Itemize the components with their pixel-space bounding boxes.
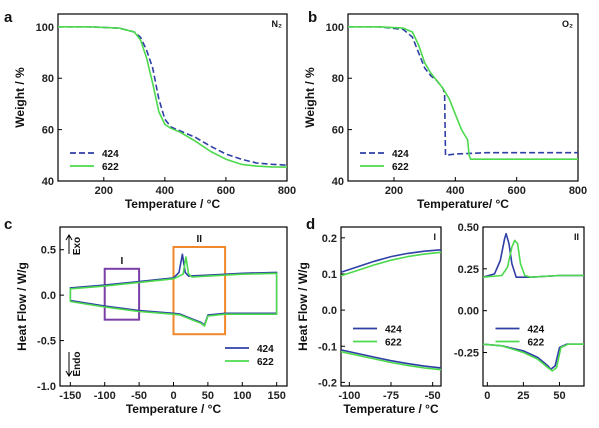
plot-frame-b xyxy=(347,13,579,182)
x-tick-label: -100 xyxy=(94,390,116,402)
x-tick-label: 800 xyxy=(569,185,587,197)
highlight-box-label: II xyxy=(197,234,203,245)
x-tick-label: 100 xyxy=(233,390,251,402)
y-tick-label: -0.2 xyxy=(318,377,337,389)
y-tick-label: 60 xyxy=(332,125,344,137)
y-tick-label: -0.1 xyxy=(318,341,337,353)
legend-label-622: 622 xyxy=(257,357,274,368)
y-tick-label: 60 xyxy=(42,125,54,137)
x-tick-label: 50 xyxy=(553,390,565,402)
y-tick-label: 0.0 xyxy=(41,290,56,302)
x-tick-label: 150 xyxy=(268,390,286,402)
exo-arrow-head xyxy=(65,234,73,241)
panel-annotation: II xyxy=(574,232,579,242)
series-line-622-lower xyxy=(340,350,442,371)
x-axis-label: Temperature / °C xyxy=(126,402,222,416)
y-tick-label: -0.25 xyxy=(454,348,479,360)
panel-label-a: a xyxy=(4,9,13,26)
y-axis-label: Weight / % xyxy=(13,67,27,128)
y-tick-label: 80 xyxy=(332,73,344,85)
x-tick-label: -50 xyxy=(131,390,147,402)
y-tick-label: 0.50 xyxy=(458,222,479,234)
series-line-622 xyxy=(58,25,288,168)
y-axis-label: Heat Flow / W/g xyxy=(296,262,310,351)
y-tick-label: 100 xyxy=(36,22,54,34)
endo-arrow-head xyxy=(65,370,73,377)
y-tick-label: 0.1 xyxy=(322,269,337,281)
x-tick-label: 400 xyxy=(156,185,174,197)
legend-label-622: 622 xyxy=(385,338,402,349)
panel-c-dsc: -150 -100 -50 0 50 100 150 -1.0 -0.5 0.0 0.5 Temper… xyxy=(15,226,288,416)
legend-label-424: 424 xyxy=(102,149,119,160)
x-axis-label: Temperature / °C xyxy=(343,402,439,416)
panel-b-tga-o2: 200 400 600 800 40 60 80 100 Temperature/ °C Weig… xyxy=(303,13,587,211)
series-line-424-lower xyxy=(340,349,442,369)
x-axis-label: Temperature / °C xyxy=(125,197,221,211)
series-line-424 xyxy=(348,25,578,157)
series-line-622 xyxy=(340,251,442,277)
plot-frame-a xyxy=(57,13,288,182)
x-axis-label: Temperature/ °C xyxy=(417,197,509,211)
series-line-622 xyxy=(69,256,278,327)
y-tick-label: 40 xyxy=(332,176,344,188)
y-tick-label: 40 xyxy=(42,176,54,188)
legend-label-622: 622 xyxy=(528,338,545,349)
x-tick-label: 50 xyxy=(202,390,214,402)
y-tick-label: 0.0 xyxy=(322,305,337,317)
x-tick-label: 800 xyxy=(278,185,296,197)
x-tick-label: -50 xyxy=(425,390,441,402)
legend-label-424: 424 xyxy=(257,344,274,355)
y-axis-label: Heat Flow / W/g xyxy=(15,262,29,351)
y-axis-label: Weight / % xyxy=(303,67,317,128)
panel-a-tga-n2: 200 400 600 800 40 60 80 100 Temperature / °C Wei… xyxy=(13,13,296,211)
highlight-box-I xyxy=(103,267,141,321)
y-tick-label: 0.00 xyxy=(458,306,479,318)
x-tick-label: 600 xyxy=(507,185,525,197)
legend-label-622: 622 xyxy=(392,162,409,173)
legend-label-424: 424 xyxy=(385,325,402,336)
panel-annotation: I xyxy=(433,232,436,242)
x-tick-label: 25 xyxy=(517,390,529,402)
panel-label-b: b xyxy=(308,9,317,26)
plot-frame-d-II xyxy=(482,226,585,387)
y-tick-label: -1.0 xyxy=(37,381,56,393)
x-tick-label: 0 xyxy=(484,390,490,402)
x-tick-label: -150 xyxy=(59,390,81,402)
series-line-424 xyxy=(58,25,288,166)
x-tick-label: -100 xyxy=(338,390,360,402)
x-tick-label: 200 xyxy=(385,185,403,197)
panel-d-zoom-II: 0 25 50 -0.25 0.00 0.25 0.50 II 424 622 xyxy=(454,222,585,402)
y-tick-label: 80 xyxy=(42,73,54,85)
series-line-424 xyxy=(340,249,442,273)
series-line-622 xyxy=(348,25,578,160)
legend-label-622: 622 xyxy=(102,162,119,173)
panel-d-zoom-I: -100 -75 -50 -0.2 -0.1 0.0 0.1 0.2 Temperature /… xyxy=(296,226,442,416)
endo-label: Endo xyxy=(72,352,83,377)
legend-label-424: 424 xyxy=(392,149,409,160)
panel-label-d: d xyxy=(306,216,315,233)
highlight-box-label: I xyxy=(121,256,124,267)
panel-annotation: O₂ xyxy=(562,19,573,29)
x-tick-label: 200 xyxy=(95,185,113,197)
y-tick-label: -0.5 xyxy=(37,336,56,348)
legend-label-424: 424 xyxy=(528,325,545,336)
series-line-622 xyxy=(482,239,584,279)
y-tick-label: 0.5 xyxy=(41,245,56,257)
y-tick-label: 100 xyxy=(326,22,344,34)
series-line-424 xyxy=(482,232,584,279)
x-tick-label: 400 xyxy=(446,185,464,197)
x-tick-label: 600 xyxy=(217,185,235,197)
y-tick-label: 0.2 xyxy=(322,233,337,245)
series-line-622-lower xyxy=(482,343,584,372)
x-tick-label: -75 xyxy=(383,390,399,402)
x-tick-label: 0 xyxy=(170,390,176,402)
highlight-box-II xyxy=(172,245,227,336)
exo-label: Exo xyxy=(72,237,83,255)
panel-annotation: N₂ xyxy=(272,19,283,29)
panel-label-c: c xyxy=(4,216,12,233)
y-tick-label: 0.25 xyxy=(458,264,479,276)
